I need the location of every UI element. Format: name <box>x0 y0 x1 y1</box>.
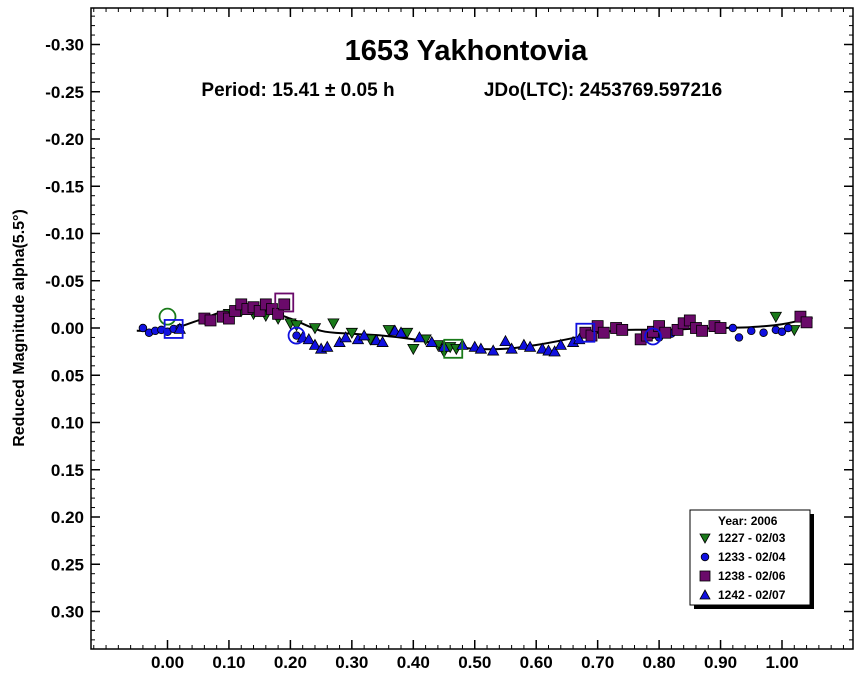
highlight-circle <box>287 326 306 345</box>
axes: -0.30 -0.25 -0.20 -0.15 -0.10 -0.05 0.00 0.05 0.… <box>45 8 853 672</box>
data-point-circle <box>728 323 738 333</box>
x-tick-label: 0.50 <box>458 653 491 672</box>
x-tick-label: 0.80 <box>643 653 676 672</box>
legend-marker-triangle-down <box>699 533 711 544</box>
legend-label: 1238 - 02/06 <box>718 569 786 583</box>
data-point-triangle-up <box>376 335 389 347</box>
x-tick-label: 0.20 <box>274 653 307 672</box>
data-point-square <box>616 323 629 336</box>
data-point-square <box>683 314 696 327</box>
data-point-triangle-down <box>769 311 783 323</box>
data-point-circle <box>747 326 756 336</box>
data-point-triangle-up <box>554 338 567 350</box>
data-point-square <box>597 326 610 339</box>
series-layer <box>138 298 813 358</box>
legend-box <box>689 509 811 606</box>
data-point-triangle-down <box>407 343 420 356</box>
data-point-triangle-up <box>302 333 316 345</box>
legend-marker-circle <box>700 552 710 562</box>
data-point-triangle-up <box>425 335 438 347</box>
data-point-triangle-up <box>499 334 512 347</box>
y-tick-label: -0.10 <box>45 225 84 244</box>
x-tick-label: 0.40 <box>397 653 430 672</box>
x-tick-label: 0.30 <box>335 653 368 672</box>
x-tick-label: 1.00 <box>765 653 798 672</box>
legend: Year: 2006 1227 - 02/03 1233 - 02/04 1238 … <box>689 509 814 609</box>
data-point-triangle-down <box>290 320 303 332</box>
data-point-triangle-up <box>357 329 371 341</box>
legend-label: 1227 - 02/03 <box>718 531 786 545</box>
y-tick-label: 0.05 <box>51 366 84 385</box>
data-point-triangle-up <box>308 338 322 350</box>
y-tick-label: 0.20 <box>51 508 84 527</box>
legend-entries: 1227 - 02/03 1233 - 02/04 1238 - 02/06 1242… <box>699 531 786 602</box>
data-point-triangle-up <box>487 344 500 356</box>
period-text: Period: 15.41 ± 0.05 h <box>201 80 394 101</box>
highlight-circle <box>158 307 177 326</box>
y-tick-label: -0.30 <box>45 36 84 55</box>
data-point-square <box>229 305 241 317</box>
data-point-triangle-down <box>345 327 359 340</box>
data-point-square <box>800 316 813 329</box>
highlight-square <box>443 338 464 359</box>
legend-marker-square <box>699 570 711 582</box>
data-point-circle <box>783 323 793 333</box>
data-point-triangle-up <box>321 340 334 352</box>
highlight-circle <box>644 327 662 346</box>
data-point-square <box>253 305 266 317</box>
y-tick-label: 0.15 <box>51 461 84 480</box>
data-point-triangle-up <box>474 342 488 354</box>
data-point-triangle-up <box>523 340 537 352</box>
data-point-circle <box>777 327 787 337</box>
highlight-square <box>163 319 184 339</box>
data-point-triangle-up <box>548 345 561 357</box>
x-tick-label: 0.60 <box>520 653 553 672</box>
data-point-triangle-down <box>327 318 340 330</box>
x-tick-label: 0.70 <box>581 653 614 672</box>
data-point-triangle-down <box>308 323 322 335</box>
y-tick-label: 0.10 <box>51 414 84 433</box>
x-tick-label: 0.00 <box>151 653 184 672</box>
legend-label: 1242 - 02/07 <box>718 588 786 602</box>
data-point-square <box>204 314 217 327</box>
data-point-circle <box>734 333 744 342</box>
y-axis-label: Reduced Magnitude alpha(5.5°) <box>11 209 28 447</box>
x-tick-label: 0.90 <box>704 653 737 672</box>
y-tick-label: 0.30 <box>51 603 84 622</box>
y-tick-label: -0.20 <box>45 130 84 149</box>
data-point-triangle-down <box>382 325 395 337</box>
legend-label: 1233 - 02/04 <box>718 550 786 564</box>
data-point-circle <box>138 323 148 333</box>
y-tick-label: -0.05 <box>45 272 84 291</box>
y-tick-label: -0.25 <box>45 83 84 102</box>
chart-title: 1653 Yakhontovia <box>345 35 589 67</box>
legend-title: Year: 2006 <box>718 514 778 528</box>
x-tick-label: 0.10 <box>212 653 245 672</box>
data-point-triangle-up <box>413 331 426 343</box>
data-point-triangle-up <box>505 342 518 354</box>
y-tick-label: -0.15 <box>45 177 84 196</box>
highlight-layer <box>158 292 662 359</box>
y-tick-label: 0.25 <box>51 555 84 574</box>
data-point-square <box>696 324 709 337</box>
data-point-circle <box>759 328 768 337</box>
data-point-square <box>272 307 285 320</box>
highlight-square <box>575 322 596 343</box>
legend-marker-triangle-up <box>699 589 711 600</box>
epoch-text: JDo(LTC): 2453769.597216 <box>484 80 722 101</box>
data-point-square <box>714 322 727 334</box>
y-tick-label: 0.00 <box>51 319 84 338</box>
highlight-square <box>274 292 295 313</box>
data-point-square <box>671 323 684 336</box>
data-point-square <box>591 320 604 333</box>
data-point-triangle-up <box>394 326 408 338</box>
data-point-square <box>223 312 235 325</box>
data-point-square <box>278 298 291 311</box>
data-point-triangle-up <box>339 331 352 343</box>
